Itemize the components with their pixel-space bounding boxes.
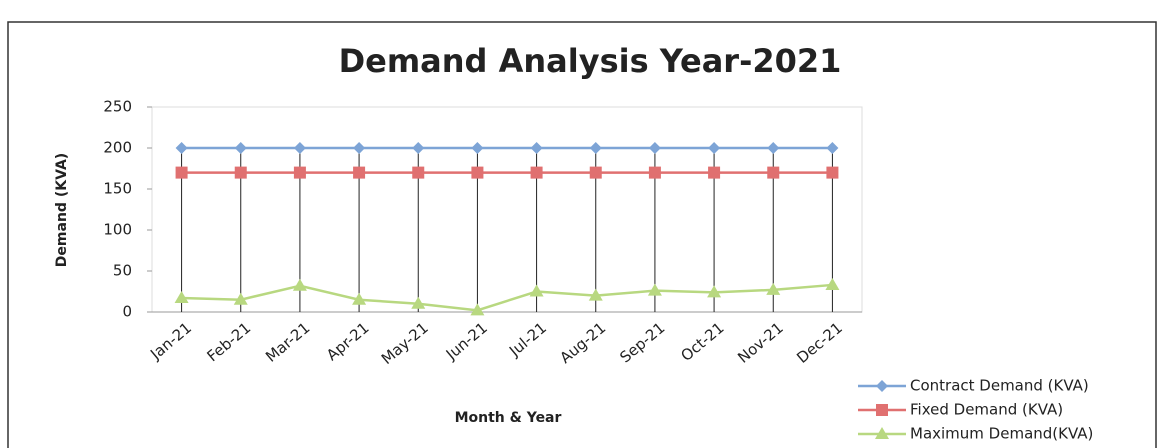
frame bbox=[7, 21, 1157, 448]
marker bbox=[353, 142, 366, 154]
marker bbox=[876, 404, 888, 416]
marker bbox=[234, 166, 247, 179]
marker bbox=[876, 380, 888, 392]
x-tick-label: Jun-21 bbox=[442, 319, 491, 364]
marker bbox=[647, 283, 662, 296]
y-tick-label: 100 bbox=[103, 221, 132, 239]
legend-label: Contract Demand (KVA) bbox=[910, 377, 1089, 395]
marker bbox=[471, 166, 484, 179]
marker bbox=[175, 142, 188, 154]
x-tick-label: Aug-21 bbox=[556, 319, 609, 367]
x-tick-label: Dec-21 bbox=[793, 319, 846, 367]
y-tick-label: 50 bbox=[113, 262, 132, 280]
marker bbox=[766, 282, 781, 295]
marker bbox=[233, 292, 248, 305]
marker bbox=[588, 288, 603, 301]
marker bbox=[767, 142, 780, 154]
x-tick-label: Jan-21 bbox=[146, 319, 195, 364]
marker bbox=[826, 142, 839, 154]
marker bbox=[175, 166, 188, 179]
legend-label: Maximum Demand(KVA) bbox=[910, 425, 1093, 443]
marker bbox=[767, 166, 780, 179]
x-tick-label: May-21 bbox=[378, 319, 432, 368]
marker bbox=[825, 277, 840, 290]
marker bbox=[293, 142, 306, 154]
marker bbox=[826, 166, 839, 179]
marker bbox=[293, 166, 306, 179]
marker bbox=[471, 142, 484, 154]
x-tick-label: Nov-21 bbox=[734, 319, 786, 367]
marker bbox=[875, 427, 889, 439]
marker bbox=[589, 142, 602, 154]
marker bbox=[353, 166, 366, 179]
marker bbox=[470, 303, 485, 316]
legend-label: Fixed Demand (KVA) bbox=[910, 401, 1063, 419]
marker bbox=[412, 142, 425, 154]
marker bbox=[708, 166, 721, 179]
plot-area bbox=[151, 106, 863, 313]
x-tick-label: Mar-21 bbox=[262, 319, 313, 366]
marker bbox=[707, 285, 722, 298]
y-tick-label: 0 bbox=[122, 303, 132, 321]
marker bbox=[412, 166, 425, 179]
marker bbox=[234, 142, 247, 154]
x-tick-label: Apr-21 bbox=[323, 319, 372, 365]
marker bbox=[174, 291, 189, 304]
y-tick-label: 150 bbox=[103, 180, 132, 198]
marker bbox=[589, 166, 602, 179]
y-tick-label: 200 bbox=[103, 139, 132, 157]
x-tick-label: Jul-21 bbox=[505, 319, 550, 361]
marker bbox=[292, 278, 307, 291]
chart-title: Demand Analysis Year-2021 bbox=[339, 42, 842, 80]
marker bbox=[352, 292, 367, 305]
marker bbox=[530, 142, 543, 154]
x-tick-label: Oct-21 bbox=[677, 319, 727, 365]
marker bbox=[648, 166, 661, 179]
x-tick-label: Sep-21 bbox=[616, 319, 668, 367]
marker bbox=[411, 296, 426, 309]
y-axis-label: Demand (KVA) bbox=[54, 153, 70, 267]
x-tick-label: Feb-21 bbox=[204, 319, 255, 366]
marker bbox=[648, 142, 661, 154]
marker bbox=[708, 142, 721, 154]
series-line bbox=[181, 283, 833, 312]
x-axis-label: Month & Year bbox=[455, 410, 562, 426]
marker bbox=[529, 284, 544, 297]
marker bbox=[530, 166, 543, 179]
y-tick-label: 250 bbox=[103, 98, 132, 116]
